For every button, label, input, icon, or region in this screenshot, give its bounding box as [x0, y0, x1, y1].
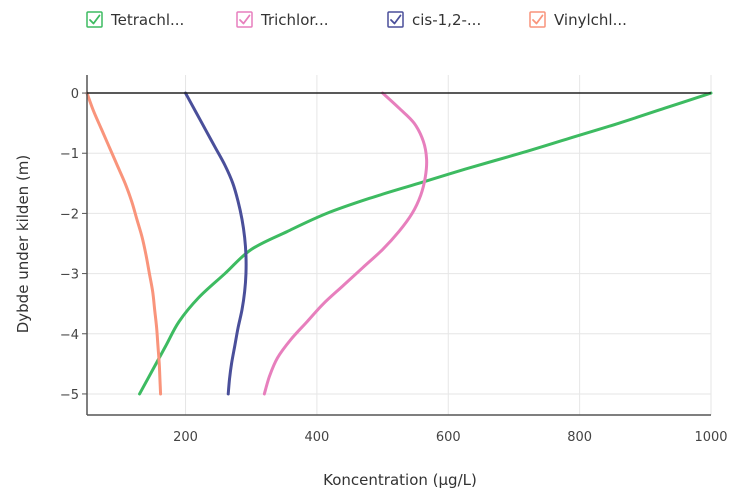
y-tick-label: −5	[60, 388, 79, 403]
series-line-3	[184, 91, 248, 396]
tick-labels: 200 400 600 800 1000 0 −1 −2 −3 −4 −5	[60, 87, 728, 445]
x-axis-title: Koncentration (µg/L)	[323, 471, 477, 489]
y-tick-label: 0	[71, 87, 79, 102]
y-tick-label: −4	[60, 328, 79, 343]
legend-checkbox[interactable]	[86, 11, 103, 28]
x-tick-label: 600	[436, 430, 461, 445]
legend-item-4[interactable]: Vinylchl...	[529, 11, 627, 29]
series-line-2	[262, 91, 429, 396]
y-tick-label: −1	[60, 147, 79, 162]
checkmark-icon	[390, 14, 402, 25]
legend-checkbox[interactable]	[529, 11, 546, 28]
y-axis-title: Dybde under kilden (m)	[14, 155, 32, 334]
checkmark-icon	[89, 14, 101, 25]
legend-item-1[interactable]: Tetrachl...	[86, 11, 184, 29]
legend-checkbox[interactable]	[236, 11, 253, 28]
legend-label: Trichlor...	[260, 11, 329, 29]
series-line-1	[138, 91, 713, 396]
y-tick-label: −3	[60, 268, 79, 283]
x-tick-label: 1000	[694, 430, 727, 445]
legend-label: Tetrachl...	[110, 11, 184, 29]
checkmark-icon	[532, 14, 544, 25]
legend-item-3[interactable]: cis-1,2-...	[387, 11, 481, 29]
legend-label: cis-1,2-...	[412, 11, 481, 29]
x-tick-label: 400	[304, 430, 329, 445]
x-tick-label: 200	[173, 430, 198, 445]
grid-lines	[87, 75, 712, 415]
axes	[82, 75, 711, 416]
legend-label: Vinylchl...	[554, 11, 627, 29]
series-lines	[85, 91, 713, 396]
x-tick-label: 800	[567, 430, 592, 445]
legend-item-2[interactable]: Trichlor...	[236, 11, 329, 29]
legend: Tetrachl... Trichlor... cis-1,2-... Vinylch…	[86, 11, 627, 29]
y-tick-label: −2	[60, 207, 79, 222]
checkmark-icon	[239, 14, 251, 25]
series-line-4	[85, 91, 163, 396]
legend-checkbox[interactable]	[387, 11, 404, 28]
